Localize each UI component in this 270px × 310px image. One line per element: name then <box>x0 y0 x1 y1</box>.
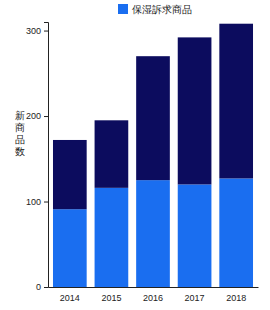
bar <box>53 209 87 287</box>
legend: 保湿訴求商品 <box>118 4 192 15</box>
chart-svg: 0 100 200 300 2014 2015 2016 2017 2018 新商品数 保湿訴求商品 <box>0 0 270 310</box>
y-tick-label: 0 <box>36 282 41 292</box>
bar <box>219 24 253 179</box>
plot: 0 100 200 300 2014 2015 2016 2017 2018 <box>26 23 259 304</box>
y-tick-mark <box>44 31 48 32</box>
legend-label: 保湿訴求商品 <box>132 4 192 15</box>
x-axis-line <box>49 287 259 288</box>
x-tick-label: 2018 <box>226 293 246 303</box>
y-tick-mark <box>44 116 48 117</box>
series-bars <box>53 24 253 210</box>
bar <box>95 188 129 287</box>
bars <box>53 24 253 287</box>
y-axis-title: 新商品数 <box>15 110 25 157</box>
y-tick: 200 <box>26 111 48 121</box>
y-axis-line <box>44 23 49 288</box>
x-tick: 2016 <box>143 287 163 303</box>
x-tick: 2015 <box>101 287 121 303</box>
x-tick-label: 2017 <box>185 293 205 303</box>
y-axis-title-char: 数 <box>15 146 25 157</box>
x-tick: 2014 <box>60 287 80 303</box>
y-axis-title-char: 新 <box>15 110 25 121</box>
bar <box>53 140 87 209</box>
x-tick-label: 2016 <box>143 293 163 303</box>
y-tick-label: 300 <box>26 26 41 36</box>
y-tick-mark <box>44 287 48 288</box>
y-tick-mark <box>44 202 48 203</box>
x-tick: 2018 <box>226 287 246 303</box>
legend-item: 保湿訴求商品 <box>118 4 192 15</box>
y-tick-label: 100 <box>26 197 41 207</box>
chart-container: 0 100 200 300 2014 2015 2016 2017 2018 新商品数 保湿訴求商品 <box>0 0 270 310</box>
y-tick: 0 <box>36 282 48 292</box>
y-tick: 100 <box>26 197 48 207</box>
bar <box>95 120 129 188</box>
x-axis: 2014 2015 2016 2017 2018 <box>49 287 259 303</box>
bar <box>219 178 253 287</box>
y-tick: 300 <box>26 26 48 36</box>
y-axis-title-char: 品 <box>15 134 25 145</box>
bar <box>136 56 170 180</box>
bar <box>178 37 212 184</box>
bar <box>178 184 212 287</box>
y-axis: 0 100 200 300 <box>26 23 49 293</box>
x-tick-label: 2014 <box>60 293 80 303</box>
x-tick: 2017 <box>185 287 205 303</box>
y-tick-label: 200 <box>26 111 41 121</box>
y-axis-title-char: 商 <box>15 122 25 133</box>
x-tick-label: 2015 <box>101 293 121 303</box>
bar <box>136 180 170 287</box>
legend-swatch <box>118 4 128 14</box>
